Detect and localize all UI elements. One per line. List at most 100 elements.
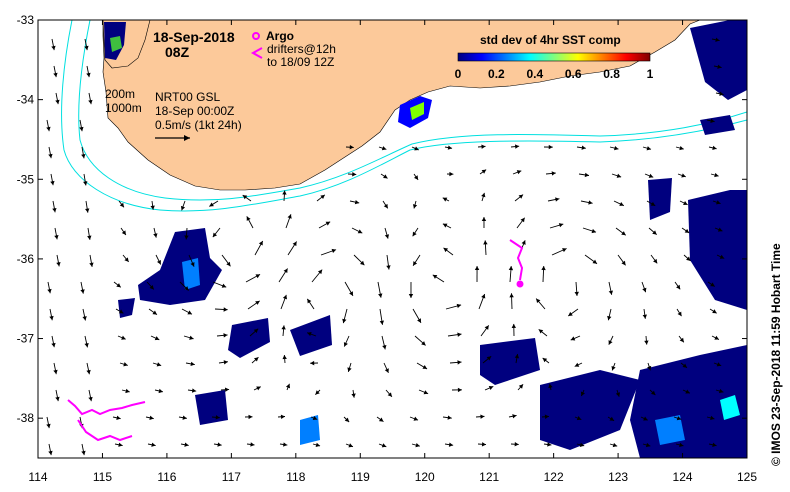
lon-tick-label: 124: [673, 470, 693, 484]
current-vector-head: [342, 318, 347, 324]
current-vector-head: [650, 201, 656, 206]
lon-tick-label: 121: [479, 470, 499, 484]
current-vector-head: [217, 442, 222, 447]
current-vectors: [46, 37, 725, 456]
lon-tick-label: 117: [222, 470, 241, 484]
colorbar-tick-label: 0.8: [603, 67, 620, 81]
current-vector-head: [55, 396, 60, 402]
current-vector-head: [51, 45, 56, 51]
current-vector-head: [125, 388, 130, 394]
current-vector-head: [119, 202, 124, 208]
current-vector-head: [518, 194, 524, 199]
current-vector-head: [480, 414, 485, 419]
current-vector-head: [486, 356, 492, 361]
current-vector-head: [190, 262, 195, 267]
contour-1000m: [78, 20, 747, 201]
current-vector-head: [717, 64, 722, 69]
lon-tick-label: 114: [28, 470, 47, 484]
plot-frame: [37, 19, 748, 459]
current-vector-head: [442, 223, 448, 228]
current-vector-head: [248, 414, 253, 420]
current-vector-head: [481, 169, 487, 174]
current-vector-head: [184, 235, 189, 240]
drifter-range: to 18/09 12Z: [267, 55, 334, 69]
current-vector-head: [307, 332, 312, 337]
current-vector-head: [226, 261, 231, 267]
current-vector-head: [184, 286, 189, 291]
current-vector-head: [580, 391, 585, 397]
current-vector-head: [384, 234, 390, 239]
current-vector-head: [481, 442, 487, 447]
current-vector-head: [714, 335, 719, 340]
current-vector-head: [85, 208, 90, 213]
current-vector-head: [715, 37, 720, 42]
current-vector-head: [153, 233, 158, 238]
current-vector-head: [512, 414, 517, 419]
current-vector-head: [548, 144, 553, 150]
current-vector-head: [283, 442, 288, 447]
current-vector-head: [574, 291, 579, 296]
current-vector-head: [54, 234, 59, 240]
drifter-tracks: [67, 239, 524, 442]
current-vector-head: [447, 145, 453, 150]
current-vector-head: [676, 284, 681, 290]
current-vector-head: [611, 365, 616, 371]
current-vector-head: [152, 310, 157, 315]
lat-tick-label: -33: [17, 13, 35, 27]
current-vector-head: [712, 309, 717, 314]
current-vector-head: [48, 450, 53, 456]
current-vector-head: [212, 232, 218, 238]
drifter-track-b: [67, 399, 146, 416]
current-vector-head: [282, 190, 287, 195]
current-vector-head: [378, 417, 384, 422]
current-vector-head: [253, 328, 259, 334]
current-vector-head: [684, 228, 690, 233]
current-vector-head: [443, 247, 449, 253]
current-vector-head: [581, 145, 586, 150]
current-vector-head: [55, 99, 60, 105]
current-vector-head: [56, 262, 61, 267]
lon-tick-label: 119: [351, 470, 370, 484]
current-vector-head: [616, 173, 622, 178]
current-vector-head: [679, 442, 684, 448]
current-vector-head: [414, 146, 419, 151]
current-vector-head: [432, 274, 438, 279]
current-vector-head: [357, 229, 363, 234]
current-vector-head: [124, 257, 129, 262]
current-vector-head: [511, 323, 517, 328]
current-vector-head: [568, 311, 573, 317]
current-vector-head: [481, 216, 487, 221]
current-vector-head: [686, 256, 691, 261]
current-vector-head: [576, 416, 582, 421]
current-vector-head: [347, 367, 352, 372]
current-vector-head: [579, 442, 585, 447]
lon-tick-label: 116: [157, 470, 176, 484]
current-vector-head: [315, 442, 321, 447]
current-vector-head: [46, 126, 51, 132]
current-vector-head: [650, 390, 656, 396]
current-vector-head: [417, 318, 421, 323]
lon-tick-label: 125: [737, 470, 757, 484]
current-vector-head: [516, 170, 522, 175]
current-vector-head: [457, 387, 462, 393]
current-vector-head: [643, 416, 648, 421]
drifter-track-a: [509, 239, 524, 281]
current-vector-head: [421, 341, 426, 346]
current-vector-head: [484, 325, 489, 330]
current-vector-head: [413, 416, 419, 421]
current-vector-head: [481, 192, 486, 198]
current-vector-head: [710, 415, 715, 421]
current-vector-head: [481, 294, 486, 299]
current-vector-head: [283, 268, 288, 274]
current-vector-head: [514, 442, 519, 447]
current-vector-head: [710, 118, 715, 123]
drifter-label: drifters@12h: [267, 42, 336, 56]
current-vector-head: [676, 416, 682, 421]
current-vector-head: [607, 315, 612, 321]
current-vector-head: [642, 287, 647, 293]
current-vector-head: [683, 201, 688, 205]
current-vector-head: [53, 72, 58, 78]
current-vector-head: [514, 354, 520, 359]
current-vector-head: [121, 230, 126, 235]
colorbar-tick-label: 0.4: [526, 67, 543, 81]
